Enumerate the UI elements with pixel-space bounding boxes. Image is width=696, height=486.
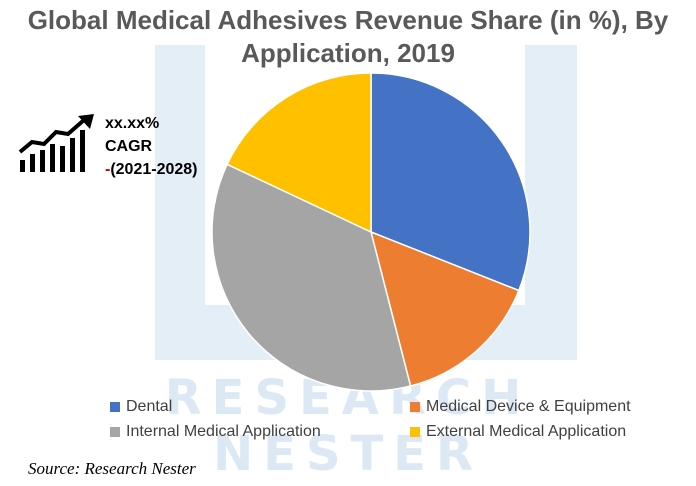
- legend-item-device: Medical Device & Equipment: [410, 398, 631, 416]
- legend-label-device: Medical Device & Equipment: [426, 398, 631, 415]
- legend-swatch-external: [410, 427, 420, 437]
- pie-slice-internal-medical-application: [211, 163, 412, 392]
- legend-label-external: External Medical Application: [426, 423, 627, 440]
- legend-swatch-dental: [110, 402, 120, 412]
- legend-swatch-device: [410, 402, 420, 412]
- legend-item-external: External Medical Application: [410, 423, 626, 441]
- legend-item-dental: Dental: [110, 398, 172, 416]
- cagr-callout: xx.xx% CAGR -(2021-2028): [105, 112, 198, 181]
- cagr-period-line: -(2021-2028): [105, 158, 198, 181]
- pie-slice-dental: [370, 72, 531, 292]
- watermark-text-nester: NESTER: [213, 426, 483, 482]
- source-note: Source: Research Nester: [28, 459, 196, 478]
- pie-slice-external-medical-application: [226, 72, 372, 234]
- cagr-value: xx.xx%: [105, 115, 160, 132]
- cagr-period: (2021-2028): [110, 161, 198, 178]
- cagr-dash: -: [105, 161, 111, 178]
- legend-item-internal: Internal Medical Application: [110, 423, 321, 441]
- growth-chart-icon: [18, 114, 94, 172]
- legend-swatch-internal: [110, 427, 120, 437]
- chart-title: Global Medical Adhesives Revenue Share (…: [27, 5, 669, 68]
- cagr-label: CAGR: [105, 138, 153, 155]
- legend-label-internal: Internal Medical Application: [126, 423, 321, 440]
- pie-slice-medical-device-equipment: [369, 230, 520, 387]
- legend-label-dental: Dental: [126, 398, 173, 415]
